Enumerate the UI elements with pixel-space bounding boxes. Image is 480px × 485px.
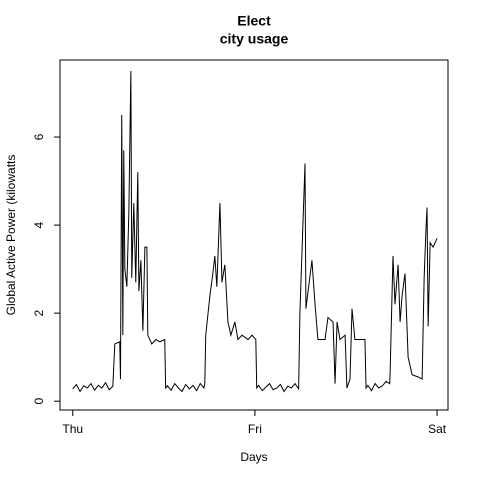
x-axis-label: Days	[240, 450, 267, 464]
x-tick-label: Sat	[428, 422, 447, 436]
chart-title: Elect	[237, 13, 271, 29]
y-tick-label: 4	[32, 221, 46, 228]
x-tick-label: Thu	[62, 422, 83, 436]
line	[72, 71, 438, 393]
plot-frame	[59, 59, 449, 411]
x-tick-label: Fri	[248, 422, 262, 436]
y-tick-label: 6	[32, 133, 46, 140]
y-tick-label: 2	[32, 309, 46, 316]
y-tick-label: 0	[32, 398, 46, 405]
y-axis-label: Global Active Power (kilowatts	[4, 155, 18, 316]
chart-title: city usage	[220, 31, 289, 47]
